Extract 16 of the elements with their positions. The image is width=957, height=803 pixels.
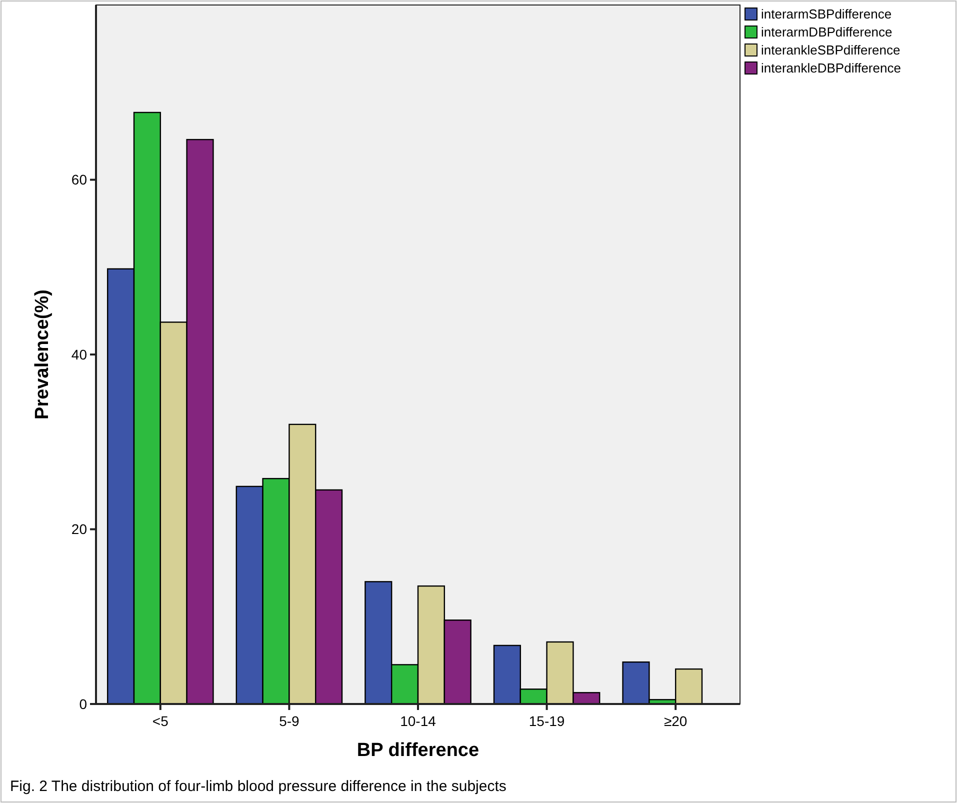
- x-axis-title: BP difference: [356, 740, 480, 761]
- caption: Fig. 2 The distribution of four-limb blood pressure difference in the subjects: [10, 778, 506, 795]
- y-tick-label: 20: [71, 521, 88, 538]
- x-tick-label: ≥20: [664, 713, 688, 729]
- y-tick-label: 40: [71, 346, 88, 362]
- x-tick-label: 10-14: [400, 713, 436, 729]
- x-tick-label: <5: [152, 713, 169, 729]
- legend-label: interarmDBPdifference: [761, 24, 892, 40]
- x-tick-label: 5-9: [279, 713, 300, 729]
- y-tick-label: 60: [71, 172, 88, 188]
- x-tick-label: 15-19: [528, 713, 565, 729]
- legend-label: interankleSBPdifference: [761, 42, 900, 58]
- legend-label: interarmSBPdifference: [761, 6, 892, 22]
- y-tick-label: 0: [79, 696, 88, 712]
- y-axis-title: Prevalence(%): [32, 290, 53, 420]
- legend-label: interankleDBPdifference: [761, 60, 901, 76]
